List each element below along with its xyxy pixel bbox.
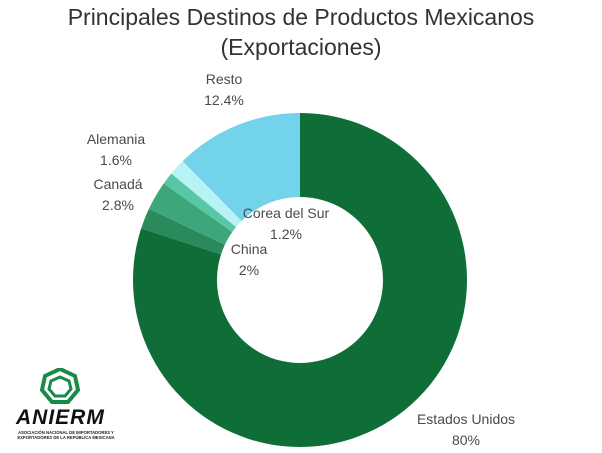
anierm-logo: ANIERM ASOCIACIÓN NACIONAL DE IMPORTADOR…: [8, 366, 118, 446]
chart-title-line-1: Principales Destinos de Productos Mexica…: [67, 4, 535, 30]
value-alemania: 1.6%: [100, 152, 132, 168]
value-resto: 12.4%: [204, 92, 244, 108]
value-corea-del-sur: 1.2%: [270, 226, 302, 242]
label-alemania: Alemania: [87, 131, 146, 147]
label-resto: Resto: [206, 71, 243, 87]
logo-subtitle: ASOCIACIÓN NACIONAL DE IMPORTADORES Y EX…: [17, 430, 115, 440]
label-corea-del-sur: Corea del Sur: [243, 205, 330, 221]
slice-corea-del-sur: [163, 173, 237, 233]
donut-slices: [133, 113, 468, 447]
value-estados-unidos: 80%: [452, 432, 480, 448]
slice-canada: [148, 183, 233, 245]
label-china: China: [231, 241, 268, 257]
chart-title-line-2: (Exportaciones): [220, 34, 382, 60]
logo-wordmark: ANIERM: [16, 406, 105, 429]
label-estados-unidos: Estados Unidos: [417, 411, 515, 427]
slice-alemania: [171, 161, 242, 228]
slice-china: [141, 208, 225, 255]
slice-estados-unidos: [133, 113, 468, 447]
label-canada: Canadá: [93, 176, 142, 192]
value-canada: 2.8%: [102, 197, 134, 213]
slice-labels: Estados Unidos 80% China 2% Canadá 2.8% Corea …: [87, 71, 515, 448]
value-china: 2%: [239, 262, 259, 278]
slice-resto: [182, 113, 300, 221]
anierm-emblem-icon: [40, 368, 80, 404]
